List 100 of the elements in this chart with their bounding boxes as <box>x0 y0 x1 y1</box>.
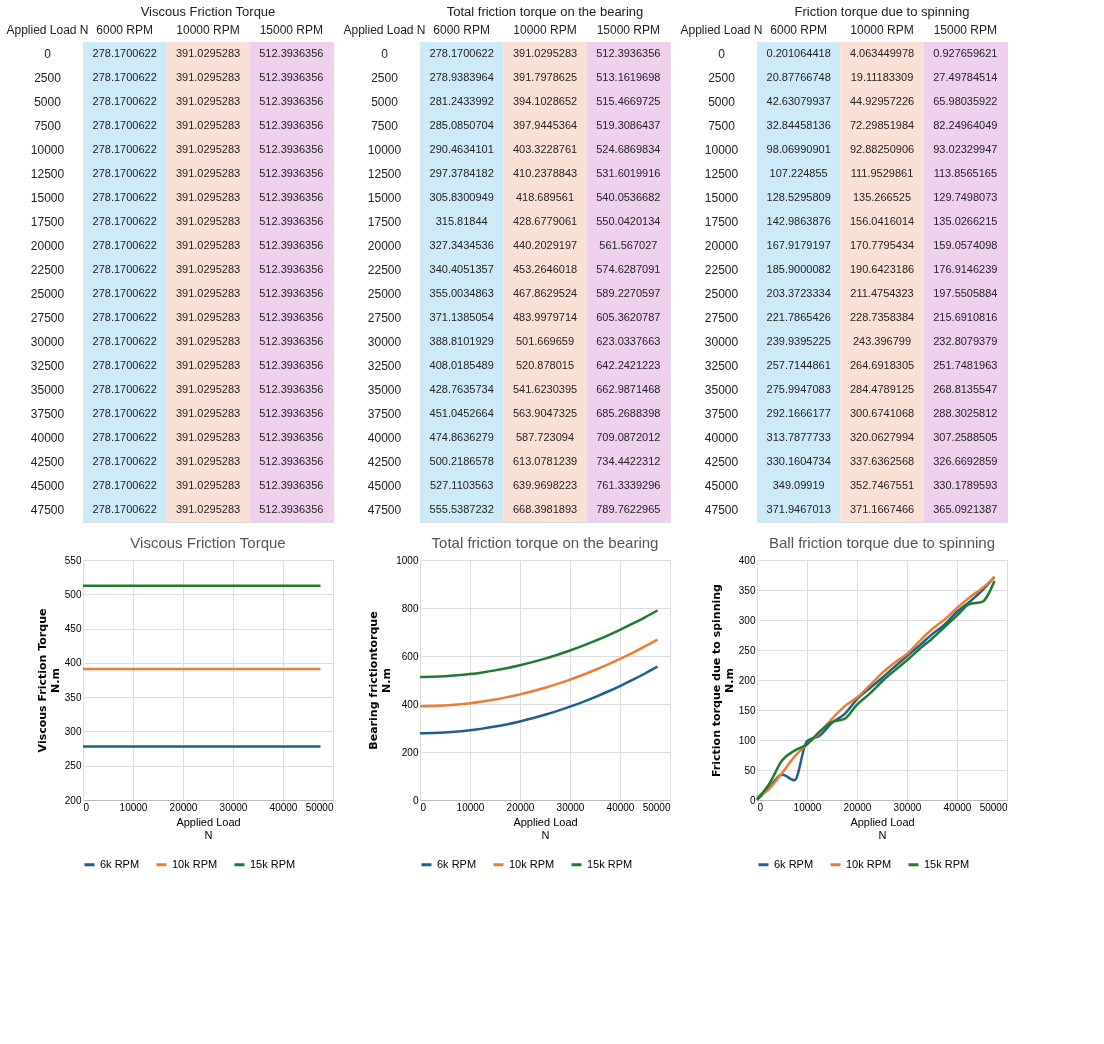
data-label: 451.0452664 <box>429 407 494 419</box>
data-label: 391.0295283 <box>175 263 241 275</box>
y-tick-label: 15000 <box>30 191 65 205</box>
line-series <box>418 609 659 679</box>
data-label: 709.0872012 <box>596 431 661 443</box>
data-label: 278.1700622 <box>92 167 157 179</box>
data-label: 278.1700622 <box>92 407 157 419</box>
data-label: 391.0295283 <box>175 215 241 227</box>
y-tick-label: 47500 <box>367 503 402 517</box>
data-label: 278.1700622 <box>92 383 157 395</box>
y-tick-label: 32500 <box>30 359 65 373</box>
data-label: 288.3025812 <box>933 407 998 419</box>
data-label: 512.3936356 <box>259 47 324 59</box>
y-tick-label: 250 <box>738 644 756 656</box>
data-label: 623.0337663 <box>596 335 661 347</box>
data-label: 410.2378843 <box>512 167 578 179</box>
data-label: 27.49784514 <box>933 71 998 83</box>
x-tick-label: 30000 <box>893 801 922 813</box>
y-axis-title: Friction torque due to spinning N.m <box>709 584 736 777</box>
data-label: 531.6019916 <box>596 167 661 179</box>
legend-label: 10k RPM <box>509 857 555 870</box>
data-label: 371.9467013 <box>766 503 831 515</box>
data-label: 330.1604734 <box>766 455 831 467</box>
data-label: 0.927659621 <box>933 47 998 59</box>
data-label: 512.3936356 <box>259 239 324 251</box>
data-label: 340.4051357 <box>429 263 494 275</box>
data-label: 170.7795434 <box>849 239 915 251</box>
data-label: 391.0295283 <box>175 191 241 203</box>
data-label: 330.1789593 <box>933 479 998 491</box>
data-label: 512.3936356 <box>259 503 324 515</box>
data-label: 107.224855 <box>769 167 828 179</box>
x-tick-label: 40000 <box>606 801 635 813</box>
x-tick-label: 50000 <box>305 801 334 813</box>
data-label: 211.4754323 <box>850 287 914 299</box>
y-tick-label: 7500 <box>708 119 736 133</box>
data-label: 512.3936356 <box>259 215 324 227</box>
data-label: 290.4634101 <box>429 143 494 155</box>
y-tick-label: 42500 <box>367 455 402 469</box>
x-tick-label: 6000 RPM <box>770 22 828 37</box>
y-tick-label: 800 <box>401 602 419 614</box>
data-label: 232.8079379 <box>933 335 998 347</box>
x-tick-label: 0 <box>83 801 90 813</box>
y-tick-label: 300 <box>738 614 756 626</box>
y-tick-label: 12500 <box>704 167 739 181</box>
y-tick-label: 0 <box>381 47 389 61</box>
y-tick-label: 200 <box>401 746 419 758</box>
y-axis-title: Applied Load N <box>680 22 763 37</box>
data-label: 72.29851984 <box>849 119 915 131</box>
data-label: 278.1700622 <box>92 287 157 299</box>
x-axis-title: Applied Load N <box>513 815 578 841</box>
y-tick-label: 10000 <box>704 143 739 157</box>
data-label: 44.92957226 <box>849 95 915 107</box>
data-label: 512.3936356 <box>259 479 324 491</box>
data-label: 453.2646018 <box>512 263 578 275</box>
data-label: 391.0295283 <box>175 167 241 179</box>
y-tick-label: 37500 <box>30 407 65 421</box>
data-label: 388.8101929 <box>429 335 494 347</box>
y-tick-label: 15000 <box>367 191 402 205</box>
data-label: 371.1667466 <box>849 503 915 515</box>
chart-title: Viscous Friction Torque <box>130 534 286 551</box>
data-label: 541.6230395 <box>512 383 578 395</box>
y-tick-label: 37500 <box>704 407 739 421</box>
y-tick-label: 400 <box>401 698 419 710</box>
y-tick-label: 15000 <box>704 191 739 205</box>
y-tick-label: 1000 <box>396 554 419 566</box>
x-axis-title: Applied Load N <box>176 815 241 841</box>
data-label: 297.3784182 <box>429 167 494 179</box>
data-label: 613.0781239 <box>512 455 578 467</box>
data-label: 313.7877733 <box>766 431 831 443</box>
data-label: 268.8135547 <box>933 383 998 395</box>
data-label: 326.6692859 <box>933 455 998 467</box>
x-tick-label: 30000 <box>219 801 248 813</box>
chart-title: Ball friction torque due to spinning <box>769 534 995 551</box>
data-label: 349.09919 <box>772 479 825 491</box>
data-label: 540.0536682 <box>596 191 661 203</box>
data-label: 129.7498073 <box>933 191 998 203</box>
y-tick-label: 400 <box>738 554 756 566</box>
data-label: 128.5295809 <box>766 191 831 203</box>
data-label: 371.1385054 <box>429 311 494 323</box>
y-tick-label: 25000 <box>367 287 402 301</box>
x-tick-label: 10000 <box>119 801 148 813</box>
y-tick-label: 400 <box>64 657 82 669</box>
data-label: 561.567027 <box>599 239 658 251</box>
data-label: 512.3936356 <box>259 407 324 419</box>
x-tick-label: 40000 <box>269 801 298 813</box>
data-label: 512.3936356 <box>259 335 324 347</box>
data-label: 761.3339296 <box>596 479 661 491</box>
data-label: 228.7358384 <box>849 311 915 323</box>
data-label: 605.3620787 <box>596 311 661 323</box>
data-label: 275.9947083 <box>766 383 831 395</box>
data-label: 98.06990901 <box>766 143 831 155</box>
data-label: 403.3228761 <box>512 143 578 155</box>
y-tick-label: 17500 <box>30 215 65 229</box>
data-label: 662.9871468 <box>596 383 661 395</box>
y-tick-label: 32500 <box>704 359 739 373</box>
data-label: 391.0295283 <box>512 47 578 59</box>
data-label: 512.3936356 <box>259 119 324 131</box>
data-label: 483.9979714 <box>512 311 578 323</box>
chart-title: Total friction torque on the bearing <box>446 4 644 19</box>
data-label: 391.0295283 <box>175 47 241 59</box>
